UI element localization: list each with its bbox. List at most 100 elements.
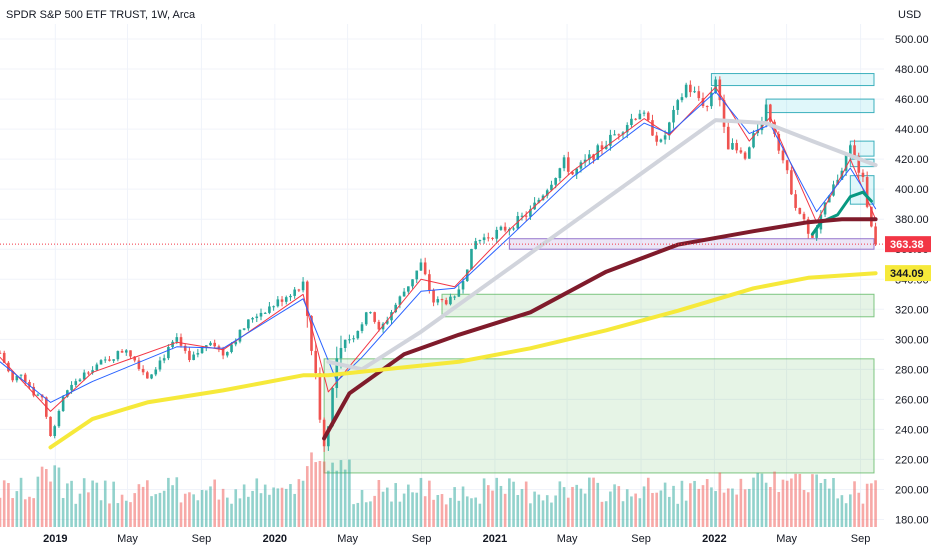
candle-body[interactable] — [226, 352, 229, 356]
candle-body[interactable] — [726, 126, 730, 150]
candle-body[interactable] — [764, 104, 768, 122]
candle-body[interactable] — [390, 312, 393, 321]
candle-body[interactable] — [327, 426, 330, 447]
candle-body[interactable] — [242, 328, 246, 330]
candle-body[interactable] — [444, 300, 448, 305]
candle-body[interactable] — [70, 384, 73, 391]
candle-body[interactable] — [251, 318, 254, 320]
candle-body[interactable] — [19, 374, 23, 376]
candle-body[interactable] — [865, 177, 869, 207]
candle-body[interactable] — [823, 202, 827, 215]
candle-body[interactable] — [785, 160, 789, 171]
candle-body[interactable] — [592, 154, 595, 160]
candle-body[interactable] — [322, 419, 326, 447]
candle-body[interactable] — [209, 342, 212, 346]
candle-body[interactable] — [465, 269, 469, 282]
candle-body[interactable] — [204, 345, 208, 348]
candle-body[interactable] — [297, 289, 301, 291]
candle-body[interactable] — [461, 281, 465, 290]
candle-body[interactable] — [777, 133, 781, 151]
candle-body[interactable] — [15, 375, 19, 381]
candle-body[interactable] — [625, 125, 629, 133]
candle-body[interactable] — [377, 321, 381, 330]
candle-body[interactable] — [815, 229, 818, 238]
candle-body[interactable] — [853, 145, 856, 157]
candle-body[interactable] — [668, 122, 671, 136]
candle-body[interactable] — [613, 134, 616, 136]
candle-body[interactable] — [731, 143, 734, 150]
candle-body[interactable] — [524, 215, 528, 217]
candle-body[interactable] — [588, 154, 591, 160]
candle-body[interactable] — [482, 237, 486, 241]
candle-body[interactable] — [32, 386, 35, 396]
candle-body[interactable] — [453, 296, 456, 298]
candle-body[interactable] — [87, 372, 90, 374]
candle-body[interactable] — [314, 350, 318, 374]
candle-body[interactable] — [36, 394, 40, 396]
candle-body[interactable] — [617, 134, 621, 136]
candle-body[interactable] — [200, 347, 204, 354]
candle-body[interactable] — [116, 351, 120, 360]
candle-body[interactable] — [230, 344, 233, 353]
candle-body[interactable] — [272, 306, 275, 308]
candle-body[interactable] — [659, 139, 663, 142]
candle-body[interactable] — [171, 341, 174, 348]
candle-body[interactable] — [676, 100, 680, 110]
candle-body[interactable] — [634, 118, 637, 120]
candle-body[interactable] — [99, 360, 103, 365]
candle-body[interactable] — [213, 342, 216, 347]
candle-body[interactable] — [790, 170, 793, 195]
candle-body[interactable] — [238, 329, 242, 342]
candle-body[interactable] — [112, 359, 115, 361]
candle-body[interactable] — [512, 228, 515, 230]
candle-body[interactable] — [474, 241, 477, 249]
candle-body[interactable] — [133, 356, 137, 361]
candle-body[interactable] — [844, 155, 848, 171]
candle-body[interactable] — [423, 262, 427, 275]
candle-body[interactable] — [124, 350, 128, 353]
candle-body[interactable] — [162, 358, 166, 361]
candle-body[interactable] — [331, 388, 334, 427]
candle-body[interactable] — [436, 299, 440, 303]
candle-body[interactable] — [529, 209, 532, 217]
candle-body[interactable] — [604, 145, 608, 149]
candle-body[interactable] — [562, 157, 566, 169]
candle-body[interactable] — [739, 150, 743, 153]
candle-body[interactable] — [284, 297, 288, 302]
candle-body[interactable] — [680, 97, 684, 101]
candle-body[interactable] — [398, 296, 402, 305]
candle-body[interactable] — [722, 100, 726, 127]
candle-body[interactable] — [710, 92, 713, 107]
candle-body[interactable] — [419, 262, 423, 271]
candle-body[interactable] — [550, 184, 553, 191]
candle-body[interactable] — [74, 381, 78, 385]
candle-body[interactable] — [407, 286, 410, 292]
candle-body[interactable] — [301, 281, 305, 291]
candle-body[interactable] — [520, 215, 524, 217]
candle-body[interactable] — [373, 312, 376, 322]
candle-body[interactable] — [642, 112, 646, 114]
candle-body[interactable] — [752, 133, 755, 148]
candle-body[interactable] — [276, 299, 280, 307]
candle-body[interactable] — [221, 348, 225, 356]
candle-body[interactable] — [747, 147, 751, 159]
candle-body[interactable] — [806, 219, 810, 234]
candle-body[interactable] — [23, 374, 27, 382]
candle-body[interactable] — [259, 312, 263, 317]
candle-body[interactable] — [129, 350, 132, 357]
candle-body[interactable] — [575, 168, 579, 175]
candle-body[interactable] — [583, 159, 587, 163]
candle-body[interactable] — [794, 194, 797, 208]
candle-body[interactable] — [672, 109, 675, 123]
candle-body[interactable] — [53, 426, 57, 437]
candle-body[interactable] — [495, 229, 499, 239]
candle-body[interactable] — [802, 213, 806, 220]
candle-body[interactable] — [247, 319, 250, 329]
candle-body[interactable] — [849, 145, 852, 156]
time-axis[interactable]: 2019 May Sep 2020 May Sep 2021 May Sep 2022 May Sep — [43, 533, 870, 545]
candle-body[interactable] — [874, 226, 877, 245]
candle-body[interactable] — [432, 290, 435, 303]
candle-body[interactable] — [255, 316, 259, 319]
candle-body[interactable] — [646, 112, 650, 121]
